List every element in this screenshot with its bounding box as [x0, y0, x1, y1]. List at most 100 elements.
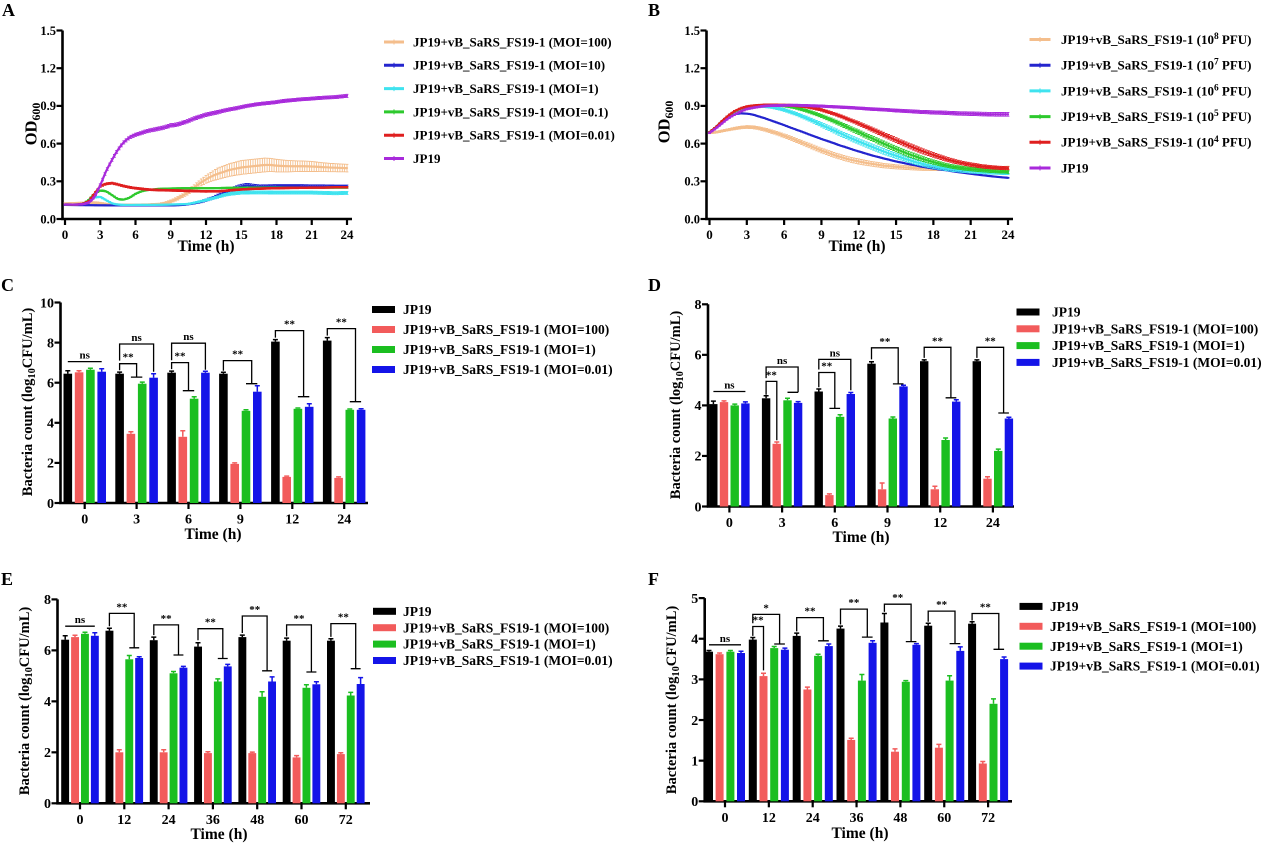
bar-error-c-1-3 — [232, 462, 238, 464]
bar-error-f-2-6 — [991, 698, 996, 704]
bar-c-0-0 — [63, 373, 73, 503]
y-axis-title: Bacteria count (log10CFU/mL) — [664, 606, 682, 795]
y-tick-label: 6 — [695, 349, 702, 364]
sig-bracket — [118, 363, 143, 378]
legend-label: JP19+vB_SaRS_FS19-1 (MOI=1) — [403, 342, 596, 357]
sig-label: ** — [753, 615, 765, 627]
sig-annotation-e-1: ** — [108, 601, 140, 649]
legend-label: JP19+vB_SaRS_FS19-1 (MOI=0.01) — [413, 128, 615, 143]
y-axis-title: Bacteria count (log10CFU/mL) — [20, 308, 38, 497]
bar-error-e-1-6 — [338, 752, 344, 755]
x-tick-label: 3 — [133, 513, 140, 528]
y-axis-title: OD600 — [22, 103, 43, 146]
bar-error-c-2-5 — [347, 408, 353, 410]
legend-label: JP19+vB_SaRS_FS19-1 (106 PFU) — [1061, 83, 1252, 98]
bar-series-f-0 — [705, 612, 977, 802]
bar-series-c-2 — [86, 367, 355, 503]
bar-error-f-0-5 — [925, 622, 931, 626]
legend-item-c-0: JP19 — [372, 302, 432, 317]
bar-error-c-3-0 — [99, 367, 105, 372]
sig-label: ns — [830, 347, 841, 359]
legend-item-b-0: JP19+vB_SaRS_FS19-1 (108 PFU) — [1029, 32, 1252, 47]
bar-series-c-0 — [63, 336, 332, 503]
sig-annotation-e-3: ** — [197, 617, 228, 660]
bar-f-1-1 — [759, 676, 768, 802]
sig-bracket — [765, 380, 778, 441]
y-tick-label: 2 — [47, 457, 54, 472]
legend-item-a-1: JP19+vB_SaRS_FS19-1 (MOI=10) — [384, 58, 605, 73]
bar-error-f-3-3 — [870, 640, 876, 643]
legend-label: JP19+vB_SaRS_FS19-1 (MOI=0.1) — [413, 104, 608, 119]
y-axis-title: Bacteria count (log10CFU/mL) — [17, 607, 35, 796]
bar-error-d-1-1 — [774, 441, 780, 444]
bar-d-2-3 — [888, 418, 897, 507]
x-tick-label: 21 — [305, 227, 318, 242]
bar-d-2-5 — [994, 450, 1003, 507]
sig-bracket — [170, 361, 195, 392]
bar-d-1-2 — [825, 495, 834, 507]
bar-d-3-3 — [899, 386, 908, 507]
y-tick-label: 0.3 — [40, 175, 56, 189]
sig-label: ** — [936, 599, 948, 611]
bar-d-2-0 — [730, 405, 739, 507]
bar-error-d-0-3 — [869, 360, 874, 364]
bar-e-2-3 — [213, 681, 222, 804]
bar-d-3-1 — [793, 402, 803, 507]
sig-bracket — [752, 625, 765, 671]
bar-series-e-3 — [90, 632, 365, 804]
x-axis-title: Time (h) — [833, 529, 890, 546]
bar-error-e-1-1 — [116, 749, 122, 753]
bar-d-3-4 — [952, 401, 961, 507]
bar-f-3-2 — [824, 646, 833, 802]
sig-label: ** — [821, 361, 833, 373]
legend-item-a-3: JP19+vB_SaRS_FS19-1 (MOI=0.1) — [384, 104, 608, 119]
bar-error-f-1-6 — [980, 760, 986, 764]
series-a-3 — [63, 186, 349, 206]
y-tick-label: 6 — [44, 644, 51, 659]
legend-rect-swatch — [373, 607, 396, 615]
bar-f-0-6 — [968, 623, 977, 802]
bar-f-2-6 — [989, 703, 998, 802]
legend-rect-swatch — [1019, 602, 1043, 610]
legend-item-f-1: JP19+vB_SaRS_FS19-1 (MOI=100) — [1019, 619, 1256, 634]
bar-error-e-1-5 — [294, 754, 300, 758]
legend-label: JP19+vB_SaRS_FS19-1 (MOI=0.01) — [403, 653, 613, 668]
bar-c-1-2 — [178, 436, 188, 503]
series-line-b-4 — [708, 103, 1010, 170]
bar-f-0-0 — [705, 651, 713, 802]
bar-error-d-2-4 — [943, 437, 949, 440]
y-tick-label: 0 — [695, 500, 702, 515]
legend-label: JP19+vB_SaRS_FS19-1 (MOI=100) — [403, 620, 609, 635]
legend-item-f-0: JP19 — [1019, 599, 1079, 614]
sig-label: ns — [79, 350, 90, 362]
y-tick-label: 4 — [695, 399, 702, 414]
bar-f-1-4 — [891, 751, 899, 802]
y-tick-label: 0.0 — [40, 212, 56, 226]
bar-error-c-1-4 — [284, 475, 290, 477]
sig-label: ns — [720, 633, 731, 645]
y-tick-label: 0 — [47, 497, 54, 512]
x-tick-label: 12 — [200, 227, 213, 242]
bar-e-1-3 — [204, 753, 212, 804]
bar-series-c-1 — [74, 369, 343, 503]
legend-rect-swatch — [372, 326, 395, 333]
x-tick-label: 15 — [890, 227, 904, 242]
bar-error-e-2-2 — [171, 670, 176, 674]
x-tick-label: 48 — [250, 813, 264, 828]
error-ticks-a-3 — [63, 186, 349, 206]
legend-label: JP19 — [1052, 305, 1081, 320]
sig-label: ** — [249, 604, 261, 616]
bar-e-2-4 — [258, 696, 267, 804]
bar-d-1-4 — [930, 489, 939, 507]
bar-error-c-3-5 — [358, 408, 364, 410]
bar-e-1-4 — [248, 753, 257, 804]
bar-error-f-1-3 — [848, 737, 854, 740]
bar-error-d-3-3 — [901, 384, 906, 387]
bar-c-2-3 — [241, 410, 251, 503]
x-tick-label: 12 — [762, 811, 776, 826]
x-tick-label: 6 — [781, 227, 788, 242]
bar-error-c-3-3 — [254, 384, 260, 392]
bar-error-f-1-4 — [892, 748, 898, 752]
bar-f-3-5 — [956, 650, 965, 802]
legend-label: JP19 — [403, 302, 432, 317]
